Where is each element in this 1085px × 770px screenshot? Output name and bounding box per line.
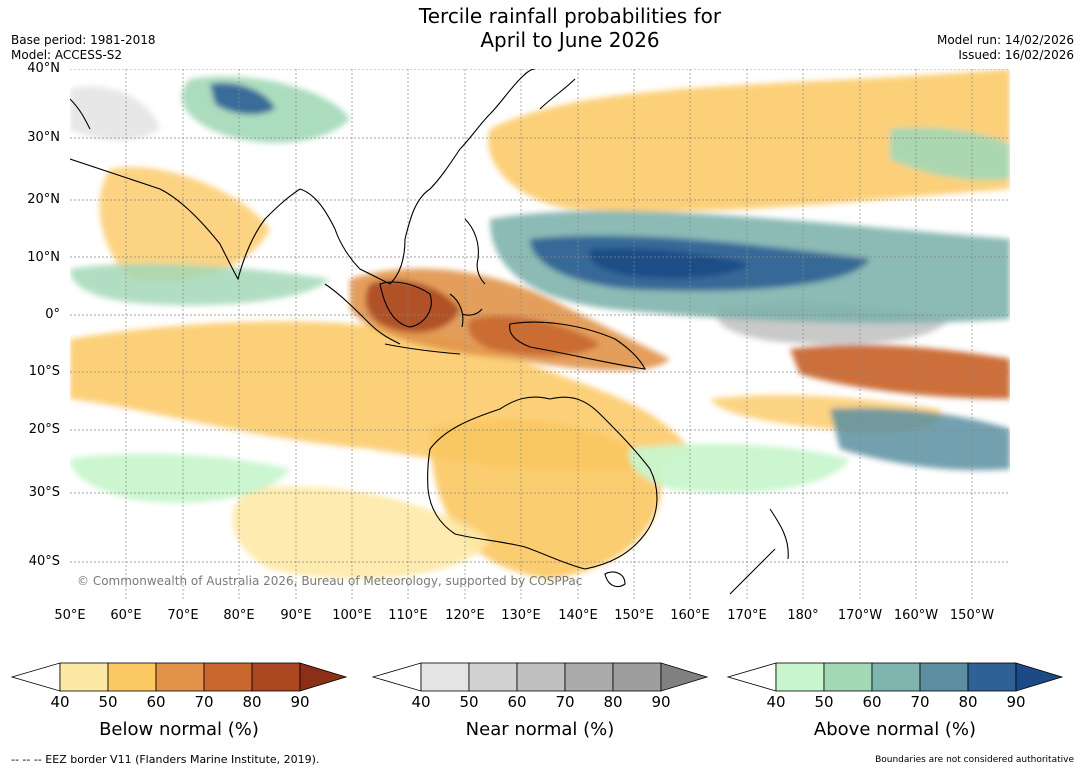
coast-arabia [70,98,91,130]
model-name: Model: ACCESS-S2 [11,48,123,62]
below-field-south [232,486,490,579]
lat-label-30n: 30°N [27,130,60,145]
lon-label-160e: 160°E [670,608,710,623]
above-tick-40: 40 [766,693,786,711]
lon-label-110e: 110°E [388,608,428,623]
above-field-central-pacific [890,127,1010,181]
above-field-tasman [629,443,850,493]
coast-sumatra [324,283,401,345]
near-tick-60: 60 [507,693,527,711]
below-field-north-pacific [488,69,1010,212]
above-tick-70: 70 [910,693,930,711]
map-canvas [70,69,1010,599]
model-run: Model run: 14/02/2026 [936,33,1074,47]
coast-new-zealand [729,508,789,595]
colorbars [10,662,1064,692]
colorbar-above [726,662,1064,692]
coastlines [70,69,789,595]
near-tick-40: 40 [411,693,431,711]
near-tick-70: 70 [555,693,575,711]
issued-date: Issued: 16/02/2026 [958,48,1074,62]
above-tick-60: 60 [862,693,882,711]
colorbar-title-near: Near normal (%) [465,719,615,740]
base-period: Base period: 1981-2018 [11,33,156,47]
below-tick-60: 60 [146,693,166,711]
near-tick-90: 90 [651,693,671,711]
colorbar-below [10,662,348,692]
boundaries-disclaimer: Boundaries are not considered authoritat… [875,755,1074,765]
below-tick-50: 50 [98,693,118,711]
below-field-south-pacific [790,344,1010,399]
lon-label-150e: 150°E [614,608,654,623]
lon-label-100e: 100°E [332,608,372,623]
lon-label-150w: 150°W [949,608,995,623]
coast-se-asia [299,148,461,285]
coast-sulawesi [449,293,483,328]
below-tick-70: 70 [194,693,214,711]
above-tick-50: 50 [814,693,834,711]
lat-label-20s: 20°S [28,422,60,437]
meta-left: Base period: 1981-2018 Model: ACCESS-S2 [11,33,156,63]
below-tick-40: 40 [50,693,70,711]
lon-label-130e: 130°E [501,608,541,623]
coast-new-guinea [509,321,646,370]
coast-japan [539,78,576,110]
lat-label-10s: 10°S [28,364,60,379]
lon-label-120e: 120°E [445,608,485,623]
above-field-tibet-core [210,83,275,115]
below-field-india [99,167,270,282]
lon-label-160w: 160°W [893,608,939,623]
coast-borneo [379,281,432,328]
lon-label-180: 180° [787,608,819,623]
above-field-south-pacific [830,408,1010,471]
colorbar-title-below: Below normal (%) [99,719,259,740]
title-line-2: April to June 2026 [480,28,660,52]
lat-label-40s: 40°S [28,554,60,569]
near-tick-50: 50 [459,693,479,711]
below-field-banda [468,315,600,356]
copyright-notice: © Commonwealth of Australia 2026, Bureau… [77,574,583,588]
lat-label-20n: 20°N [27,192,60,207]
below-tick-80: 80 [242,693,262,711]
lon-label-170w: 170°W [837,608,883,623]
probability-fields [70,69,1010,579]
above-tick-80: 80 [958,693,978,711]
below-field-core [365,280,460,333]
coast-philippines [464,218,486,285]
lat-label-30s: 30°S [28,485,60,500]
lon-label-80e: 80°E [223,608,255,623]
colorbar-title-above: Above normal (%) [813,719,977,740]
above-tick-90: 90 [1006,693,1026,711]
colorbar-near [371,662,709,692]
lon-label-140e: 140°E [558,608,598,623]
title-line-1: Tercile rainfall probabilities for [418,4,722,28]
lon-label-50e: 50°E [54,608,86,623]
near-tick-80: 80 [603,693,623,711]
coast-australia [427,396,658,570]
coast-tasmania [604,571,626,588]
meta-right: Model run: 14/02/2026 Issued: 16/02/2026 [937,33,1074,63]
lat-label-40n: 40°N [27,61,60,76]
lon-label-70e: 70°E [167,608,199,623]
coast-china [459,69,536,150]
coast-java [384,343,461,355]
eez-note: -- -- -- EEZ border V11 (Flanders Marine… [11,753,320,766]
coast-india [70,158,301,281]
probability-map [70,69,1010,599]
lat-label-0: 0° [45,307,60,322]
below-tick-90: 90 [290,693,310,711]
near-field-arabia [70,86,160,141]
lon-label-90e: 90°E [280,608,312,623]
above-field-south-indian [70,453,290,503]
lon-label-60e: 60°E [110,608,142,623]
lat-label-10n: 10°N [27,250,60,265]
above-field-pacific-deep [589,248,750,279]
map-title: Tercile rainfall probabilities for April… [0,4,1085,52]
above-field-indian-equator [70,263,330,306]
lon-label-170e: 170°E [727,608,767,623]
